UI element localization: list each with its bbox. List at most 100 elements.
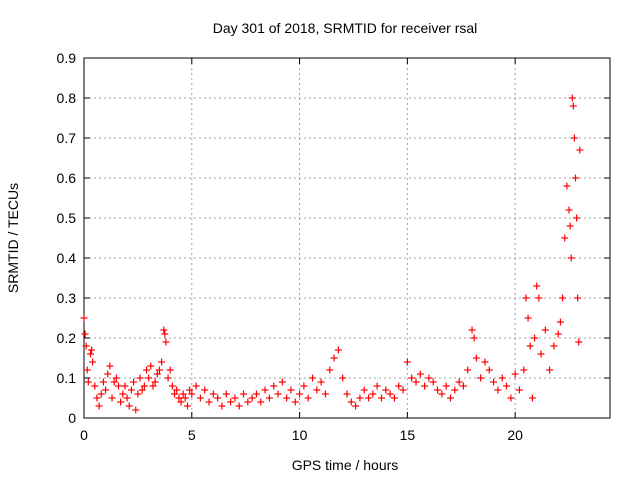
data-point bbox=[145, 374, 153, 382]
data-point bbox=[86, 350, 94, 358]
data-point bbox=[231, 394, 239, 402]
data-point bbox=[82, 342, 90, 350]
data-point bbox=[507, 394, 515, 402]
data-point bbox=[494, 386, 502, 394]
data-point bbox=[91, 382, 99, 390]
data-point bbox=[252, 390, 260, 398]
data-point bbox=[330, 354, 338, 362]
data-point bbox=[522, 294, 530, 302]
y-tick-label: 0.2 bbox=[57, 330, 77, 346]
data-point bbox=[386, 390, 394, 398]
plot-frame bbox=[83, 57, 611, 419]
data-point bbox=[309, 374, 317, 382]
data-point bbox=[153, 370, 161, 378]
data-point bbox=[515, 386, 523, 394]
y-axis-label: SRMTID / TECUs bbox=[5, 183, 21, 293]
data-point bbox=[520, 366, 528, 374]
data-point bbox=[296, 390, 304, 398]
data-point bbox=[227, 398, 235, 406]
x-tick-label: 5 bbox=[188, 427, 196, 443]
data-point bbox=[278, 378, 286, 386]
data-point bbox=[569, 102, 577, 110]
data-point bbox=[265, 394, 273, 402]
data-point bbox=[572, 174, 580, 182]
data-point bbox=[89, 358, 97, 366]
data-point bbox=[270, 382, 278, 390]
data-point bbox=[472, 354, 480, 362]
data-point bbox=[291, 398, 299, 406]
data-point bbox=[80, 314, 88, 322]
data-point bbox=[99, 378, 107, 386]
data-point bbox=[541, 326, 549, 334]
data-point bbox=[136, 374, 144, 382]
data-point bbox=[181, 394, 189, 402]
data-point bbox=[168, 382, 176, 390]
data-point bbox=[382, 386, 390, 394]
data-point bbox=[317, 378, 325, 386]
data-point bbox=[559, 294, 567, 302]
data-point bbox=[421, 382, 429, 390]
data-point bbox=[339, 374, 347, 382]
data-point bbox=[106, 362, 114, 370]
data-point bbox=[300, 382, 308, 390]
data-point bbox=[563, 182, 571, 190]
data-point bbox=[313, 386, 321, 394]
data-point bbox=[149, 382, 157, 390]
data-point bbox=[498, 374, 506, 382]
data-point bbox=[175, 394, 183, 402]
x-tick-label: 10 bbox=[292, 427, 308, 443]
data-point bbox=[468, 326, 476, 334]
data-point bbox=[151, 378, 159, 386]
data-point bbox=[485, 366, 493, 374]
y-tick-label: 0.5 bbox=[57, 210, 77, 226]
data-point bbox=[177, 398, 185, 406]
data-point bbox=[511, 370, 519, 378]
data-point bbox=[134, 390, 142, 398]
data-point bbox=[369, 390, 377, 398]
data-point bbox=[568, 94, 576, 102]
data-point bbox=[110, 378, 118, 386]
data-point bbox=[343, 390, 351, 398]
y-tick-label: 0 bbox=[68, 410, 76, 426]
data-point bbox=[121, 382, 129, 390]
data-point bbox=[377, 394, 385, 402]
data-point bbox=[566, 222, 574, 230]
data-point bbox=[240, 390, 248, 398]
data-point bbox=[166, 366, 174, 374]
data-point bbox=[550, 342, 558, 350]
ticks: 0 0.1 0.2 0.3 0.4 0.5 0.6 0.7 0.8 0.9 0 5 10 15 20 bbox=[57, 50, 610, 443]
data-point bbox=[123, 394, 131, 402]
data-point bbox=[83, 366, 91, 374]
data-point bbox=[546, 366, 554, 374]
data-point bbox=[412, 378, 420, 386]
data-point bbox=[565, 206, 573, 214]
data-point bbox=[533, 282, 541, 290]
data-point bbox=[535, 294, 543, 302]
data-point bbox=[214, 394, 222, 402]
data-point bbox=[470, 334, 478, 342]
data-point bbox=[528, 394, 536, 402]
data-point bbox=[274, 390, 282, 398]
x-tick-label: 20 bbox=[507, 427, 523, 443]
data-point bbox=[360, 386, 368, 394]
data-point bbox=[95, 402, 103, 410]
data-point bbox=[125, 402, 133, 410]
data-point bbox=[334, 346, 342, 354]
data-point bbox=[81, 330, 89, 338]
data-point bbox=[119, 390, 127, 398]
data-point bbox=[164, 374, 172, 382]
data-point bbox=[261, 386, 269, 394]
data-point bbox=[112, 374, 120, 382]
data-point bbox=[130, 378, 138, 386]
data-point bbox=[326, 366, 334, 374]
data-point bbox=[573, 214, 581, 222]
data-point bbox=[554, 330, 562, 338]
data-point bbox=[574, 294, 582, 302]
data-point bbox=[117, 398, 125, 406]
data-point bbox=[196, 394, 204, 402]
data-point bbox=[84, 378, 92, 386]
data-point bbox=[537, 350, 545, 358]
y-tick-label: 0.6 bbox=[57, 170, 77, 186]
data-point bbox=[347, 398, 355, 406]
data-point bbox=[442, 382, 450, 390]
